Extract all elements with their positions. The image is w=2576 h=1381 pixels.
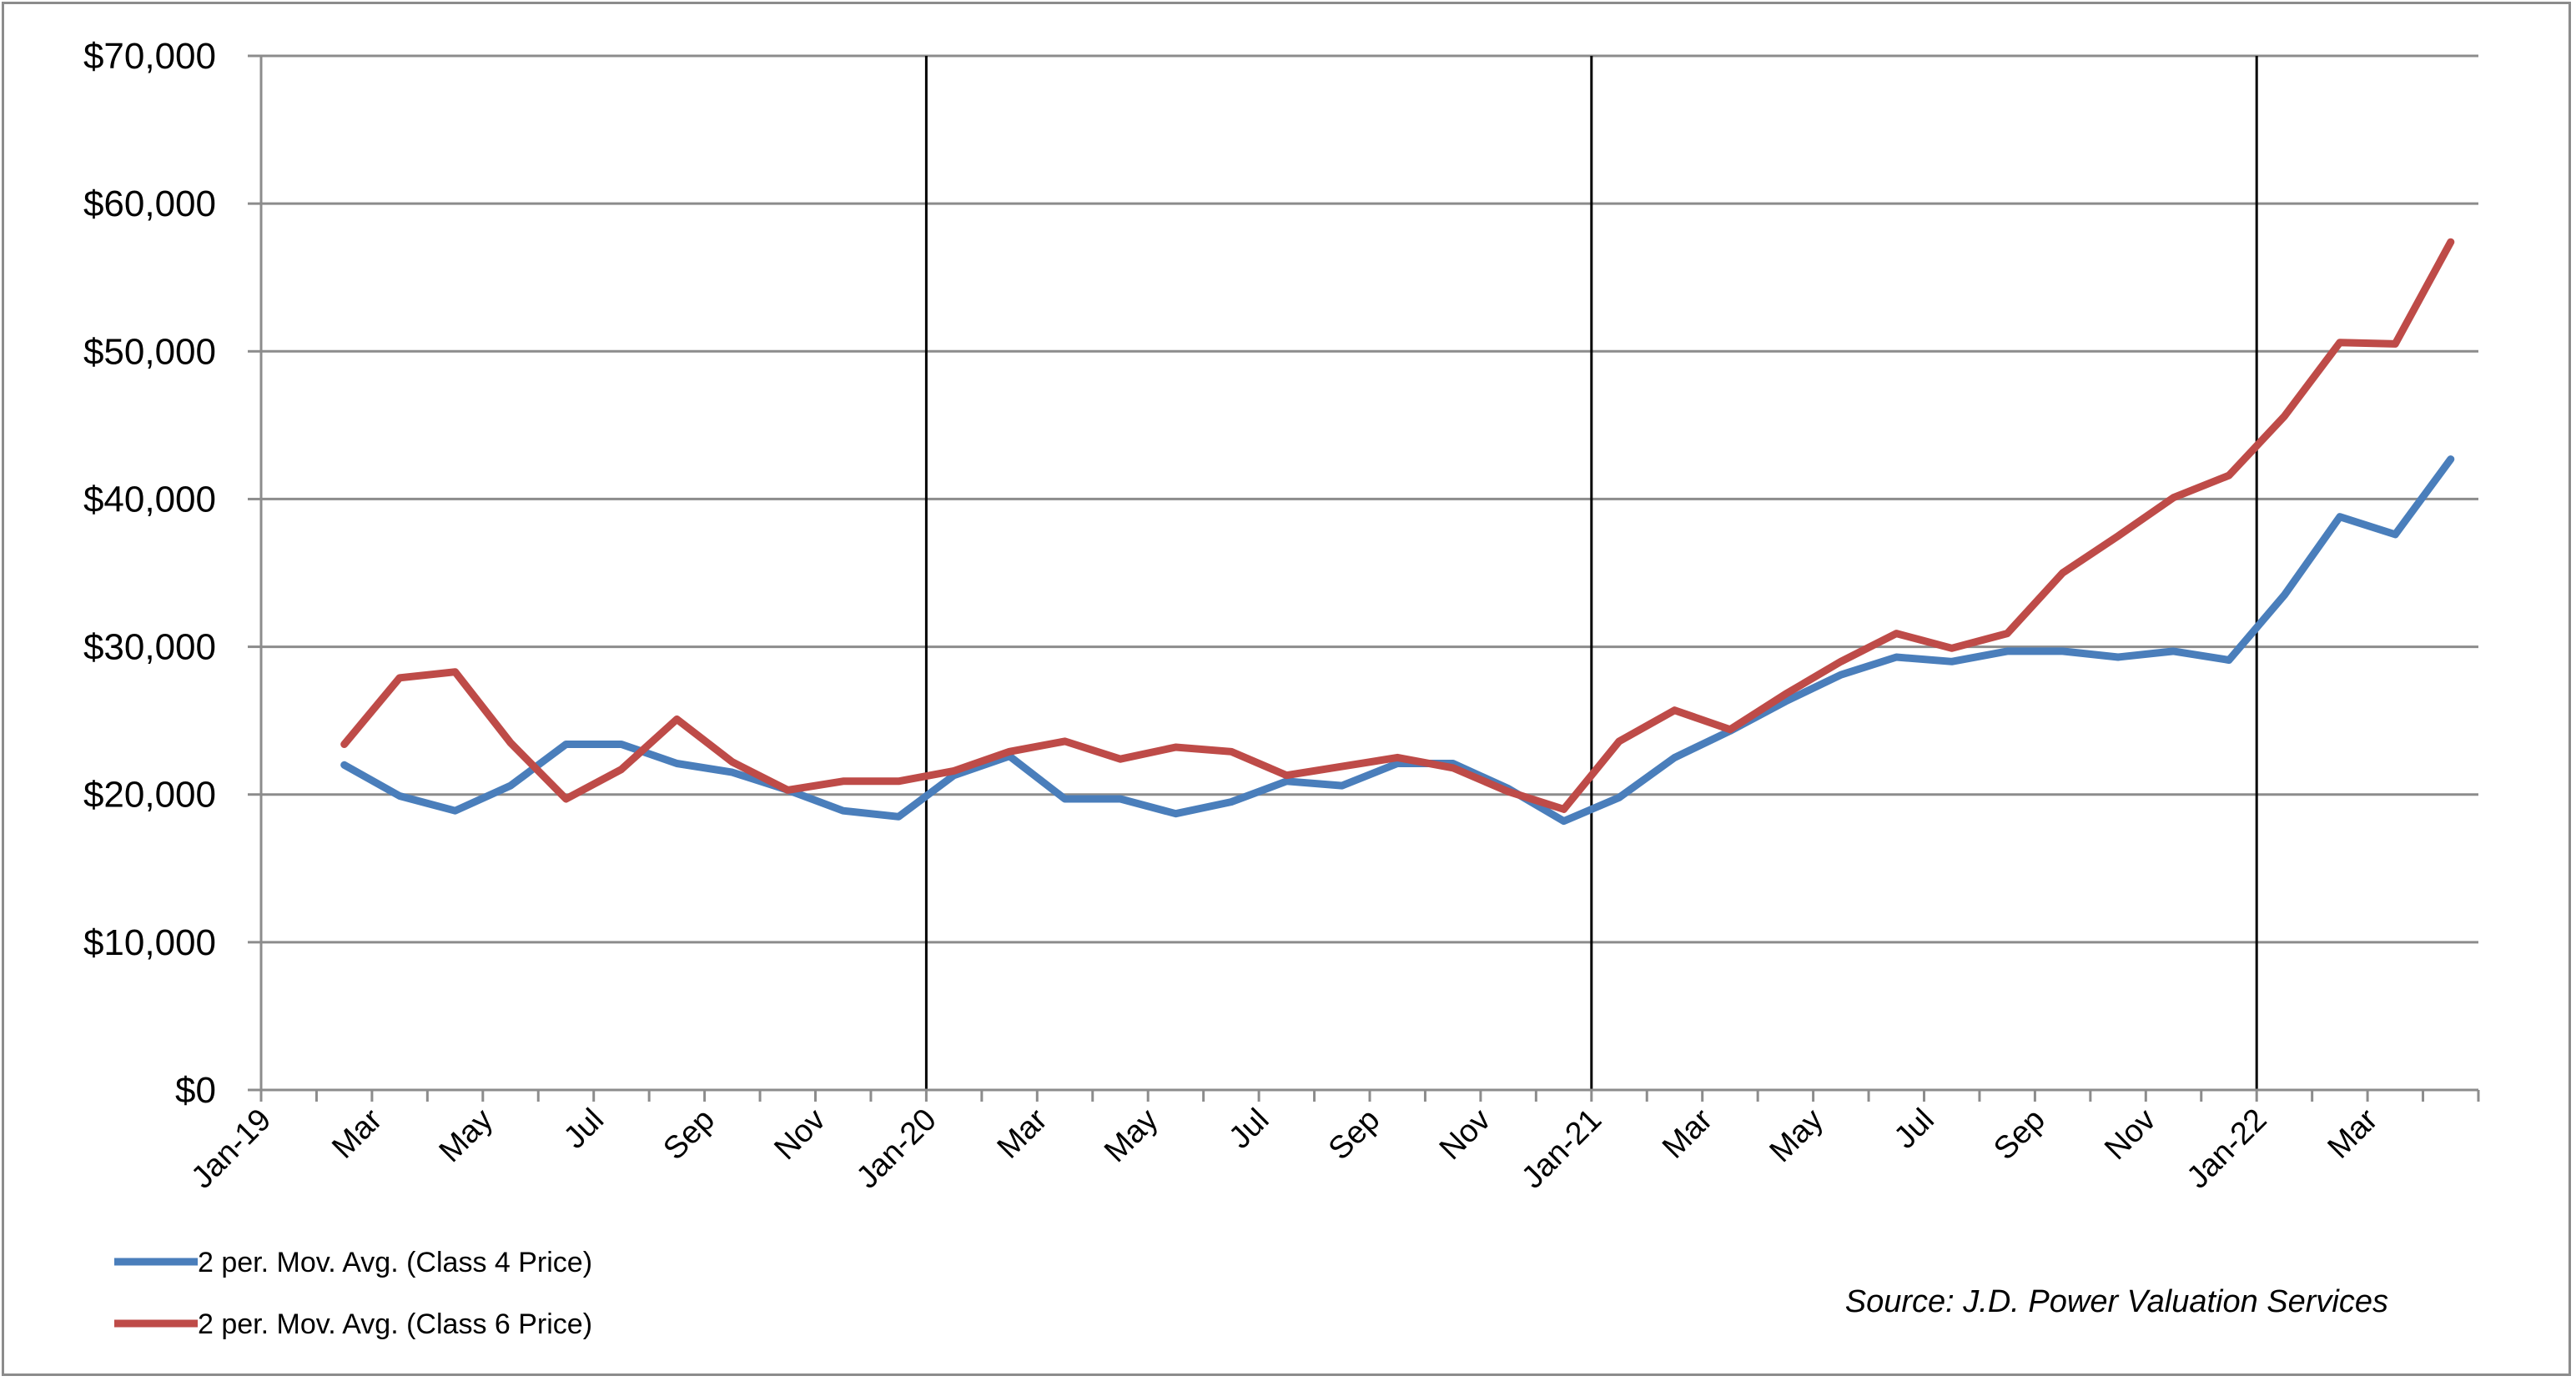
series-line-1 (340, 455, 2455, 826)
x-tick-label: Jul (1888, 1102, 1941, 1156)
axes (259, 56, 2480, 1102)
y-tick-label: $50,000 (83, 331, 216, 372)
x-tick-label: Mar (1656, 1102, 1719, 1165)
x-tick-label: Mar (991, 1102, 1054, 1165)
y-tick-label: $40,000 (83, 479, 216, 520)
series-lines (340, 238, 2455, 826)
legend-label: 2 per. Mov. Avg. (Class 6 Price) (198, 1308, 592, 1340)
x-tick-label: Sep (1987, 1102, 2052, 1168)
x-tick-label: Jan-19 (184, 1102, 278, 1196)
legend: 2 per. Mov. Avg. (Class 4 Price) 2 per. M… (114, 1247, 592, 1340)
y-tick-label: $10,000 (83, 922, 216, 963)
y-tick-label: $0 (175, 1070, 216, 1111)
year-divider-lines (924, 56, 2258, 1090)
line-chart: $0 $10,000 $20,000 $30,000 $40,000 $50,000 $60… (83, 36, 2480, 1340)
x-tick-label: Sep (657, 1102, 722, 1168)
x-tick-label: Nov (2098, 1102, 2162, 1167)
x-tick-label: Jan-20 (850, 1102, 943, 1196)
x-tick-labels: Jan-19 Mar May Jul Sep Nov Jan-20 Mar May Jul Sep N… (184, 1102, 2384, 1195)
y-tick-label: $70,000 (83, 36, 216, 77)
x-tick-label: Jan-22 (2181, 1102, 2274, 1196)
legend-label: 2 per. Mov. Avg. (Class 4 Price) (198, 1247, 592, 1278)
x-tick-label: Jan-21 (1515, 1102, 1608, 1196)
x-tick-label: Sep (1322, 1102, 1387, 1168)
x-tick-label: May (433, 1102, 500, 1169)
x-tick-label: Jul (557, 1102, 611, 1156)
y-tick-label: $20,000 (83, 775, 216, 816)
gridlines (248, 54, 2478, 1092)
x-tick-label: Nov (1433, 1102, 1497, 1167)
x-tick-label: Mar (2321, 1102, 2384, 1165)
x-tick-label: May (1763, 1102, 1829, 1169)
x-tick-label: Jul (1222, 1102, 1275, 1156)
source-annotation: Source: J.D. Power Valuation Services (1845, 1284, 2388, 1319)
y-tick-label: $60,000 (83, 183, 216, 224)
y-tick-labels: $0 $10,000 $20,000 $30,000 $40,000 $50,000 $60… (83, 36, 216, 1111)
x-tick-label: May (1098, 1102, 1165, 1169)
x-tick-label: Mar (325, 1102, 389, 1165)
series-line-2 (340, 238, 2455, 813)
y-tick-label: $30,000 (83, 627, 216, 668)
x-tick-label: Nov (767, 1102, 832, 1167)
